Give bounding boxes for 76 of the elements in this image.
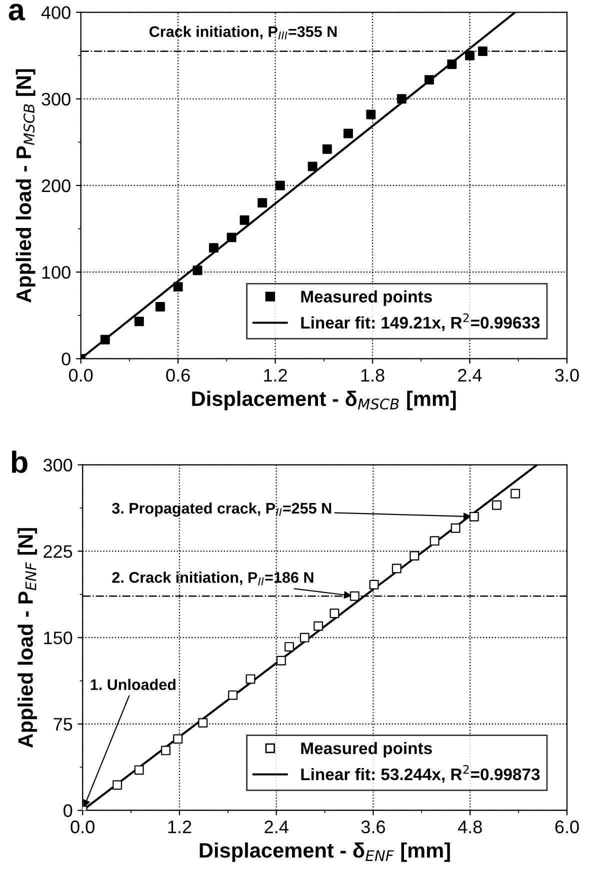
y-tick-label: 400 [41, 6, 70, 19]
chart-title: b [12, 450, 28, 474]
point [100, 334, 110, 344]
point [343, 128, 353, 138]
y-tick-label: 225 [44, 545, 72, 558]
point [226, 232, 236, 242]
y-tick-label: 200 [42, 179, 70, 192]
point [478, 46, 488, 56]
point [208, 243, 218, 253]
point [396, 94, 406, 104]
point [228, 690, 238, 700]
x-tick-label: 1.2 [168, 820, 192, 834]
point [430, 536, 440, 546]
point [173, 734, 183, 744]
x-tick-label: 2.4 [264, 820, 288, 834]
chart-title: a [8, 4, 26, 20]
annotation: 3. Propagated crack, P$_{II}$=255 N [112, 502, 332, 517]
x-axis-title: Displacement - δ$_{ENF}$ [mm] [200, 842, 450, 862]
legend-label: Measured points [301, 290, 432, 306]
point [330, 608, 340, 618]
annotation: 2. Crack initiation, P$_{II}$=186 N [112, 572, 314, 586]
y-tick-label: 300 [43, 458, 72, 472]
point [392, 564, 402, 574]
x-axis-title: Displacement - δ$_{MSCB}$ [mm] [192, 390, 456, 410]
point [424, 75, 434, 85]
point [173, 282, 183, 292]
x-tick-label: 3.6 [361, 820, 385, 834]
y-axis-title: Applied load - P$_{MSCB}$ [N] [16, 69, 36, 302]
y-tick-label: 100 [42, 266, 70, 279]
x-tick-label: 4.8 [458, 820, 482, 834]
x-tick-label: 2.4 [458, 368, 482, 382]
point [465, 50, 474, 60]
point [300, 632, 310, 642]
point [112, 780, 122, 790]
point [366, 110, 376, 120]
point [369, 580, 379, 590]
point [156, 302, 165, 312]
point [450, 523, 460, 533]
point [276, 656, 286, 666]
point [284, 642, 294, 652]
x-tick-label: 6.0 [555, 820, 579, 834]
x-tick-label: 0.0 [70, 820, 94, 834]
legend-label: Measured points [301, 742, 432, 758]
point [314, 621, 324, 631]
y-tick-label: 0 [62, 352, 70, 366]
point [161, 746, 170, 756]
point [246, 674, 256, 684]
x-tick-label: 1.8 [361, 368, 384, 382]
x-tick-label: 0.6 [166, 368, 190, 382]
y-tick-label: 0 [64, 804, 72, 818]
y-tick-label: 300 [42, 92, 70, 106]
point [192, 266, 202, 276]
point [469, 512, 479, 522]
point [492, 500, 502, 510]
point [410, 551, 420, 561]
x-tick-label: 3.0 [555, 368, 579, 382]
x-tick-label: 1.2 [264, 368, 287, 382]
y-tick-label: 150 [44, 632, 72, 644]
point [322, 144, 332, 154]
legend-label: Linear fit: 149.21x, R$^{2}$=0.99633 [301, 313, 540, 332]
point [275, 180, 285, 190]
legend-label: Linear fit: 53.244x, R$^{2}$=0.99873 [301, 765, 540, 783]
point [198, 718, 208, 728]
point [134, 765, 144, 775]
point [350, 591, 360, 601]
point [447, 60, 457, 69]
point [240, 215, 250, 225]
y-axis-title: Applied load - P$_{ENF}$ [N] [18, 528, 38, 748]
point [258, 198, 268, 208]
point [510, 488, 520, 498]
y-tick-label: 75 [54, 718, 72, 731]
ref-line-label: Crack initiation, P$_{III}$=355 N [150, 26, 337, 40]
x-tick-label: 0.0 [68, 368, 93, 382]
point [134, 316, 144, 326]
point [308, 162, 318, 172]
annotation: 1. Unloaded [90, 678, 176, 690]
